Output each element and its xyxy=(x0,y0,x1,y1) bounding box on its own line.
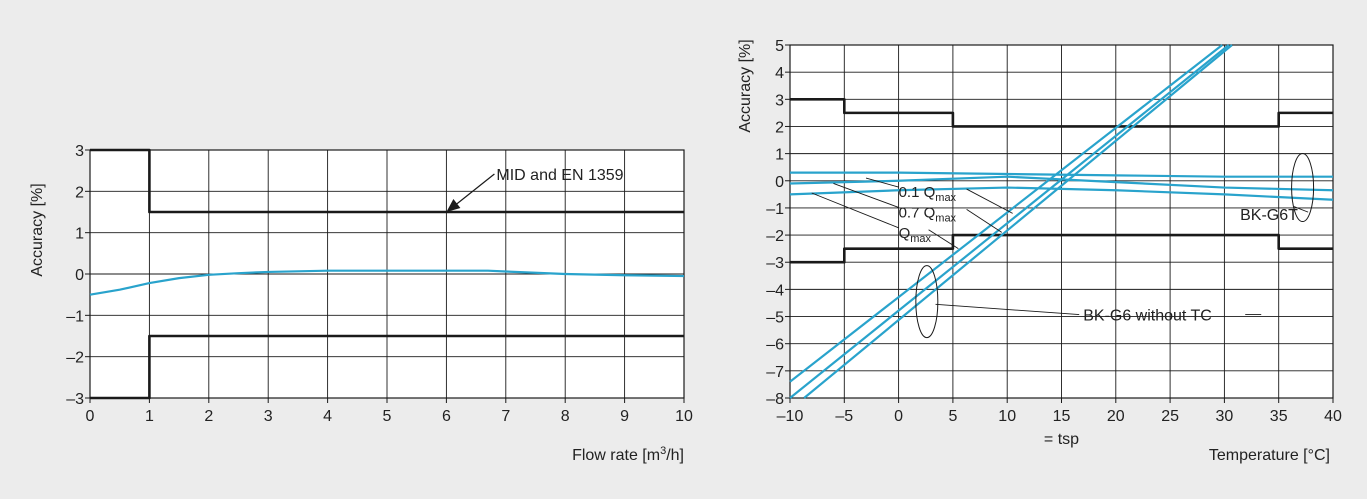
qmax-leader-left-0 xyxy=(865,177,899,188)
measured-curve-4 xyxy=(789,186,1334,201)
x-tick-label-8: 8 xyxy=(561,408,570,425)
qmax-leader-left-2 xyxy=(811,192,899,229)
x-axis-label: Flow rate [m3/h] xyxy=(572,445,684,464)
measured-curve-6 xyxy=(803,44,1233,399)
y-tick-label-4: 1 xyxy=(75,226,84,243)
y-tick-label-8: 0 xyxy=(775,174,784,191)
x-tick-label-7: 25 xyxy=(1161,408,1179,425)
y-tick-label-1: –2 xyxy=(66,350,84,367)
y-tick-label-3: 0 xyxy=(75,267,84,284)
annotation-arrowhead xyxy=(446,199,461,212)
y-tick-label-11: 3 xyxy=(775,92,784,109)
x-tick-label-0: 0 xyxy=(86,408,95,425)
x-tick-label-3: 5 xyxy=(948,408,957,425)
y-axis-label: Accuracy [%] xyxy=(737,39,754,132)
x-tick-label-1: 1 xyxy=(145,408,154,425)
chart-1: 0 1 2 3 4 5 6 7 8 9 10 –3 –2 –1 0 1 2 3 Accuracy [%] Flow r… xyxy=(29,143,693,464)
x-axis-label: Temperature [°C] xyxy=(1209,447,1330,464)
limit-line-0 xyxy=(90,148,684,214)
measured-curve-7 xyxy=(789,44,1223,383)
y-tick-label-7: –1 xyxy=(766,201,784,218)
measured-curve-5 xyxy=(789,44,1230,399)
measured-curve-2 xyxy=(790,171,1333,178)
y-tick-label-0: –3 xyxy=(66,391,84,408)
annotation-bk-g6-without-tc: BK-G6 without TC xyxy=(1083,308,1212,325)
y-tick-label-0: –8 xyxy=(766,391,784,408)
x-tick-label-4: 4 xyxy=(323,408,332,425)
y-tick-label-13: 5 xyxy=(775,38,784,55)
x-tick-label-9: 9 xyxy=(620,408,629,425)
y-tick-label-9: 1 xyxy=(775,147,784,164)
annotation-qmax-1: 0.7 Qmax xyxy=(899,204,957,224)
x-tick-label-4: 10 xyxy=(998,408,1016,425)
bk-g6-ellipse xyxy=(915,265,939,339)
y-tick-label-4: –4 xyxy=(766,282,784,299)
y-tick-label-6: 3 xyxy=(75,143,84,160)
x-tick-label-6: 20 xyxy=(1107,408,1125,425)
x-tick-label-5: 5 xyxy=(383,408,392,425)
x-tick-label-2: 0 xyxy=(894,408,903,425)
bk-g6t-leader xyxy=(1293,206,1309,213)
y-tick-label-12: 4 xyxy=(775,65,784,82)
x-tick-label-7: 7 xyxy=(501,408,510,425)
annotation-bk-g6t: BK-G6T xyxy=(1240,207,1298,224)
x-tick-label-0: –10 xyxy=(777,408,804,425)
y-tick-label-2: –6 xyxy=(766,337,784,354)
x-tick-label-6: 6 xyxy=(442,408,451,425)
annotation-leader xyxy=(450,173,495,210)
x-tick-label-2: 2 xyxy=(204,408,213,425)
bk-g6t-ellipse xyxy=(1291,153,1315,223)
x-tick-label-5: 15 xyxy=(1053,408,1071,425)
y-tick-label-5: –3 xyxy=(766,255,784,272)
x-tick-label-1: –5 xyxy=(835,408,853,425)
y-tick-label-3: –5 xyxy=(766,310,784,327)
x-tick-label-3: 3 xyxy=(264,408,273,425)
annotation-mid-en1359: MID and EN 1359 xyxy=(496,167,623,184)
x-tick-label-10: 10 xyxy=(675,408,693,425)
limit-line-1 xyxy=(790,233,1333,264)
bk-g6-leader-left xyxy=(935,303,1080,316)
x-tick-label-9: 35 xyxy=(1270,408,1288,425)
y-tick-label-6: –2 xyxy=(766,228,784,245)
qmax-leader-right-1 xyxy=(966,209,1003,233)
x-axis-note: = tsp xyxy=(1044,431,1079,448)
qmax-leader-right-0 xyxy=(966,188,1013,214)
x-tick-label-8: 30 xyxy=(1216,408,1234,425)
qmax-leader-right-2 xyxy=(928,229,959,250)
y-tick-label-1: –7 xyxy=(766,364,784,381)
annotation-qmax-2: Qmax xyxy=(899,225,932,245)
y-tick-label-10: 2 xyxy=(775,119,784,136)
annotation-qmax-0: 0.1 Qmax xyxy=(899,184,957,204)
qmax-leader-left-1 xyxy=(833,183,899,208)
limit-line-0 xyxy=(790,98,1333,128)
chart-2: –10 –5 0 5 10 15 20 25 30 35 40–8–7–6–5–4–3–2–1012… xyxy=(737,38,1342,464)
y-tick-label-2: –1 xyxy=(66,308,84,325)
limit-line-1 xyxy=(90,334,684,400)
x-tick-label-10: 40 xyxy=(1324,408,1342,425)
y-tick-label-5: 2 xyxy=(75,184,84,201)
measured-curve-2 xyxy=(89,269,685,296)
y-axis-label: Accuracy [%] xyxy=(29,183,46,276)
